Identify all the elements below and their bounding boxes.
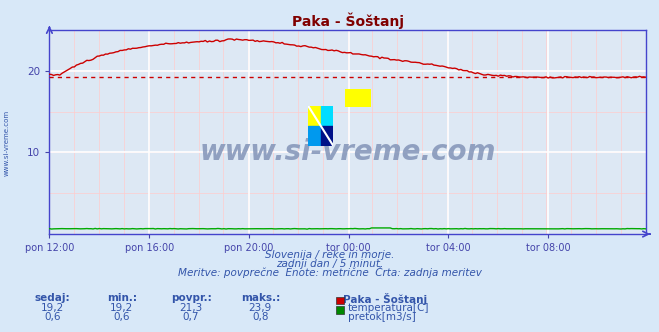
- Text: povpr.:: povpr.:: [171, 293, 212, 303]
- Text: 0,7: 0,7: [183, 312, 200, 322]
- Text: 0,6: 0,6: [44, 312, 61, 322]
- Title: Paka - Šoštanj: Paka - Šoštanj: [292, 12, 403, 29]
- Text: sedaj:: sedaj:: [35, 293, 71, 303]
- Text: www.si-vreme.com: www.si-vreme.com: [200, 138, 496, 166]
- Text: Meritve: povprečne  Enote: metrične  Črta: zadnja meritev: Meritve: povprečne Enote: metrične Črta:…: [177, 266, 482, 278]
- Bar: [308, 126, 321, 146]
- Text: 23,9: 23,9: [248, 303, 272, 313]
- Text: Slovenija / reke in morje.: Slovenija / reke in morje.: [265, 250, 394, 260]
- Text: 0,8: 0,8: [252, 312, 269, 322]
- Bar: [345, 89, 372, 108]
- Text: maks.:: maks.:: [241, 293, 280, 303]
- Text: pretok[m3/s]: pretok[m3/s]: [348, 312, 416, 322]
- Text: temperatura[C]: temperatura[C]: [348, 303, 430, 313]
- Text: zadnji dan / 5 minut.: zadnji dan / 5 minut.: [276, 259, 383, 269]
- Text: min.:: min.:: [107, 293, 137, 303]
- Text: www.si-vreme.com: www.si-vreme.com: [3, 110, 10, 176]
- Text: 21,3: 21,3: [179, 303, 203, 313]
- Bar: [321, 106, 333, 126]
- Text: 19,2: 19,2: [41, 303, 65, 313]
- Text: 0,6: 0,6: [113, 312, 130, 322]
- Text: Paka - Šoštanj: Paka - Šoštanj: [343, 293, 427, 305]
- Bar: [308, 106, 321, 126]
- Bar: [321, 126, 333, 146]
- Text: 19,2: 19,2: [110, 303, 134, 313]
